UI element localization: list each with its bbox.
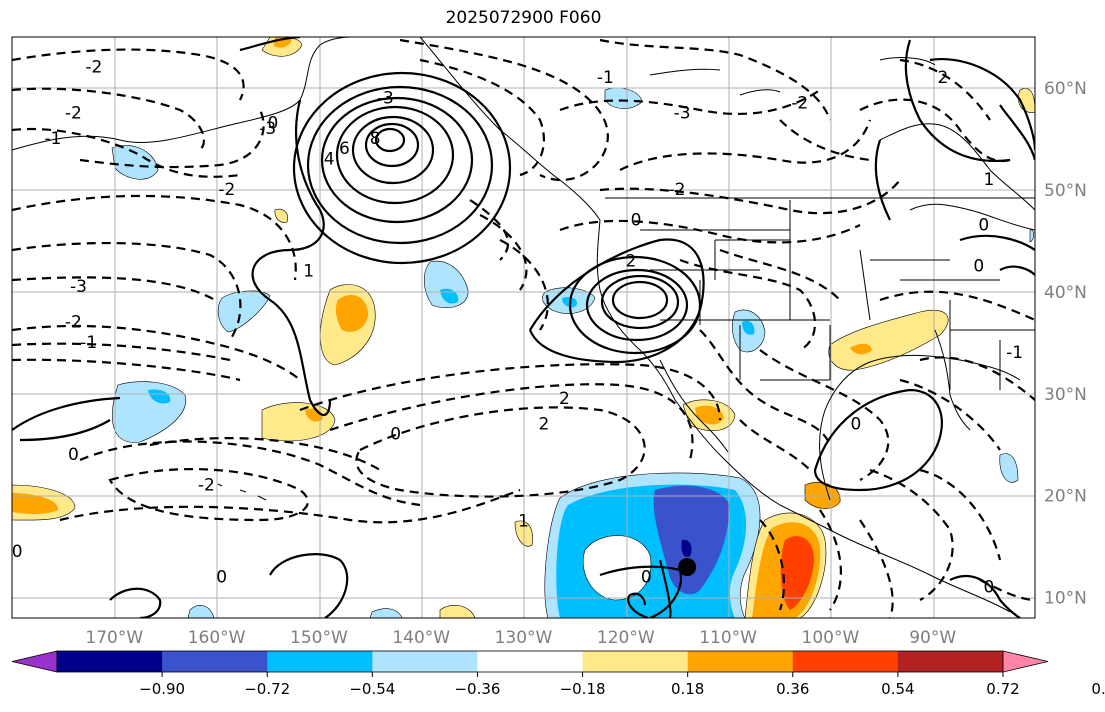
latitude-tick-label: 30°N [1044,385,1087,405]
colorbar-tick-label: 0.54 [881,680,914,698]
contour-label: -2 [218,180,235,200]
latitude-tick-label: 60°N [1044,79,1087,99]
contour-label: -2 [198,476,215,496]
contour-label: 0 [641,567,652,587]
contour-label: -3 [70,277,87,297]
contour-label: -1 [597,68,614,88]
contour-label: 2 [938,68,949,88]
contour-label: 0 [973,256,984,276]
shaded-anomaly-fields [12,37,1035,618]
contour-label: 0 [68,445,79,465]
colorbar-tick-label: 0.72 [986,680,1019,698]
colorbar-box [267,651,373,672]
longitude-tick-label: 170°W [85,628,143,648]
longitude-tick-label: 130°W [495,628,553,648]
contour-label: 2 [539,414,550,434]
colorbar-box [792,651,899,672]
contour-label: 2 [559,389,570,409]
dashed-contours [12,38,1035,618]
contour-label: 0 [216,567,227,587]
colorbar-box [162,651,268,672]
contour-label: -2 [668,180,685,200]
colorbar-tick-label: −0.36 [454,680,500,698]
contour-label: 0 [851,414,862,434]
contour-label: -2 [791,93,808,113]
negative-region-east-pacific-core [653,485,730,595]
contour-label: -1 [80,333,97,353]
contour-label: 2 [626,251,637,271]
colorbar-box [582,651,689,672]
latitude-tick-label: 20°N [1044,487,1087,507]
contour-label: 0 [631,211,642,231]
colorbar-extend-low [11,650,58,673]
colorbar-tick-label: 0.36 [776,680,809,698]
contour-label: 6 [339,139,350,159]
colorbar-box [477,651,584,672]
colorbar-tick-label: −0.18 [560,680,606,698]
colorbar-tick-label: −0.54 [349,680,395,698]
contour-label: 1 [303,262,314,282]
contour-label: 8 [370,129,381,149]
colorbar-box [57,651,163,672]
longitude-tick-label: 90°W [909,628,956,648]
contour-label: 0 [978,216,989,236]
latitude-tick-labels: 60°N 50°N 40°N 30°N 20°N 10°N [1044,79,1087,609]
contour-label: 4 [324,149,335,169]
longitude-tick-label: 140°W [392,628,450,648]
contour-label: 0 [12,542,23,562]
contour-label: -3 [259,119,276,139]
white-hole [583,535,652,601]
longitude-tick-label: 110°W [699,628,757,648]
longitude-tick-label: 160°W [188,628,246,648]
storm-center-marker [678,558,697,577]
contour-label: 1 [984,170,995,190]
colorbar-box [897,651,1004,672]
longitude-tick-labels: 170°W 160°W 150°W 140°W 130°W 120°W 110°W 100°W… [85,628,956,648]
solid-contours [12,37,1035,618]
colorbar-extend-high [1002,650,1049,673]
colorbar-tick-label: 0.90 [1091,680,1105,698]
colorbar-box [687,651,794,672]
longitude-tick-label: 100°W [802,628,860,648]
contour-label: -3 [377,88,394,108]
contour-label: 0 [390,425,401,445]
positive-region-gulf-coast [828,310,949,371]
colorbar-tick-label: −0.72 [244,680,290,698]
contour-label: -1 [44,129,61,149]
latitude-tick-label: 50°N [1044,181,1087,201]
coastlines-and-borders [12,37,1035,613]
colorbar-tick-label: 0.18 [671,680,704,698]
map-frame [11,36,1036,619]
colorbar-tick-label: −0.90 [139,680,185,698]
latitude-tick-label: 10°N [1044,589,1087,609]
colorbar: −0.90 −0.72 −0.54 −0.36 −0.18 0.18 0.36 0.54 0.7… [11,650,1105,698]
longitude-tick-label: 150°W [290,628,348,648]
contour-label: -1 [1006,343,1023,363]
longitude-tick-label: 120°W [597,628,655,648]
contour-label: -2 [85,58,102,78]
contour-label: -2 [65,104,82,124]
gridlines [12,37,1035,618]
contour-label: 0 [984,578,995,598]
colorbar-frame [56,650,1004,673]
latitude-tick-label: 40°N [1044,283,1087,303]
colorbar-box [372,651,478,672]
contour-labels: -2-2-1-2-30-38641-3-2-100-222120-2-3-1-2… [12,58,1023,598]
map-title: 2025072900 F060 [445,8,602,28]
contour-label: -3 [674,104,691,124]
negative-region-east-pacific-peak [681,539,692,558]
contour-label: -2 [65,313,82,333]
contour-label: 0 [267,114,278,134]
contour-label: 1 [518,511,529,531]
